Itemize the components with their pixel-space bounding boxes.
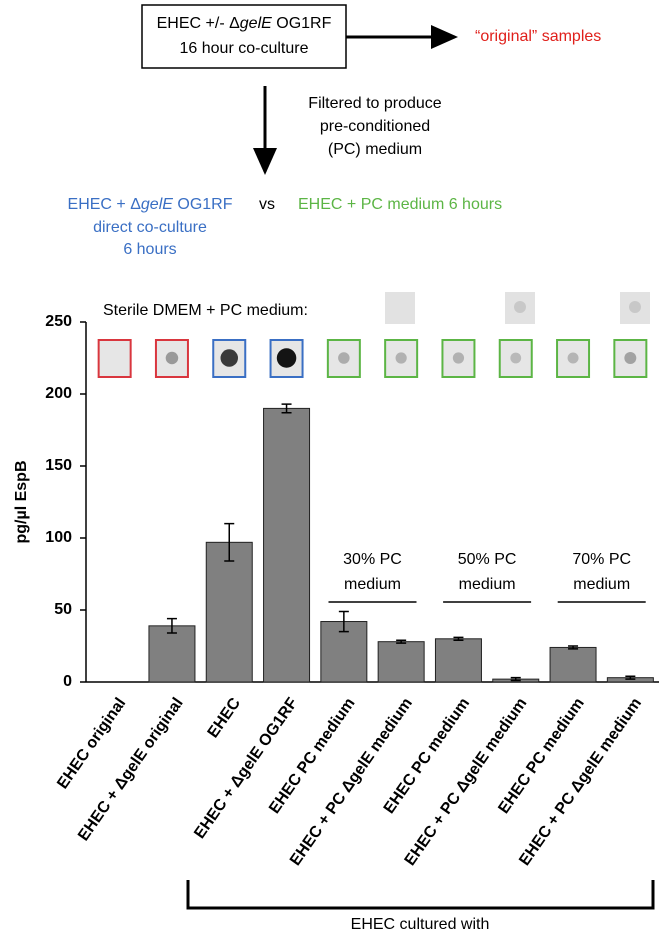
blot-spot xyxy=(624,352,637,364)
blot-spot xyxy=(629,301,641,313)
blot-spot xyxy=(567,352,579,364)
direct-label: direct co-culture xyxy=(93,219,207,236)
error-bar xyxy=(396,639,407,644)
error-bar xyxy=(625,675,636,680)
direct-label: EHEC + ΔgelE OG1RF xyxy=(68,196,233,213)
vs: vs xyxy=(259,196,275,213)
group-label: 70% PC xyxy=(572,551,631,568)
error-bar xyxy=(224,522,235,562)
y-tick-label: 0 xyxy=(63,673,72,690)
error-bar xyxy=(453,636,464,641)
blot xyxy=(97,339,132,378)
y-axis-label: pg/µl EspB xyxy=(13,461,30,544)
x-tick-label: EHEC + ΔgelE original xyxy=(75,695,187,844)
error-bar xyxy=(338,610,349,633)
box-text: 16 hour co-culture xyxy=(180,40,309,57)
bar xyxy=(205,541,253,683)
blot-spot xyxy=(452,352,465,364)
sterile-label: Sterile DMEM + PC medium: xyxy=(103,302,308,319)
group-label: medium xyxy=(459,576,516,593)
group-label: medium xyxy=(573,576,630,593)
blot xyxy=(384,339,419,378)
blot-spot xyxy=(165,351,179,365)
x-tick-label: EHEC xyxy=(205,695,245,742)
error-bar xyxy=(166,617,177,634)
y-tick-label: 150 xyxy=(45,457,72,474)
bar xyxy=(549,646,597,683)
filter-text: (PC) medium xyxy=(328,141,422,158)
x-tick-label: EHEC + PC ΔgelE medium xyxy=(402,695,531,869)
original-label: “original” samples xyxy=(475,28,601,45)
bracket xyxy=(186,880,655,910)
direct-label: 6 hours xyxy=(123,241,176,258)
bar xyxy=(148,625,196,683)
blot-spot xyxy=(395,352,407,364)
bar xyxy=(434,638,482,683)
pc-label: EHEC + PC medium 6 hours xyxy=(298,196,502,213)
y-tick-label: 50 xyxy=(54,601,72,618)
group-label: 50% PC xyxy=(458,551,517,568)
x-tick-label: EHEC + PC ΔgelE medium xyxy=(516,695,645,869)
filter-text: Filtered to produce xyxy=(308,95,442,112)
error-bar xyxy=(510,676,521,682)
y-tick-label: 100 xyxy=(45,529,72,546)
x-tick-label: EHEC + ΔgelE OG1RF xyxy=(191,695,301,842)
blot-spot xyxy=(276,348,297,368)
blot-spot xyxy=(514,301,526,313)
blot-spot xyxy=(220,349,238,367)
error-bar xyxy=(568,645,579,650)
blot-spot xyxy=(510,352,522,364)
blot xyxy=(385,292,415,324)
filter-text: pre-conditioned xyxy=(320,118,430,135)
x-tick-label: EHEC + PC ΔgelE medium xyxy=(287,695,416,869)
bar xyxy=(377,641,425,683)
group-label: medium xyxy=(344,576,401,593)
group-label: 30% PC xyxy=(343,551,402,568)
y-tick-label: 200 xyxy=(45,385,72,402)
bracket-label: EHEC cultured with xyxy=(351,916,490,933)
blot-spot xyxy=(338,352,350,364)
box-text: EHEC +/- ΔgelE OG1RF xyxy=(157,15,332,32)
y-tick-label: 250 xyxy=(45,313,72,330)
error-bar xyxy=(281,403,292,414)
bar xyxy=(263,407,311,683)
